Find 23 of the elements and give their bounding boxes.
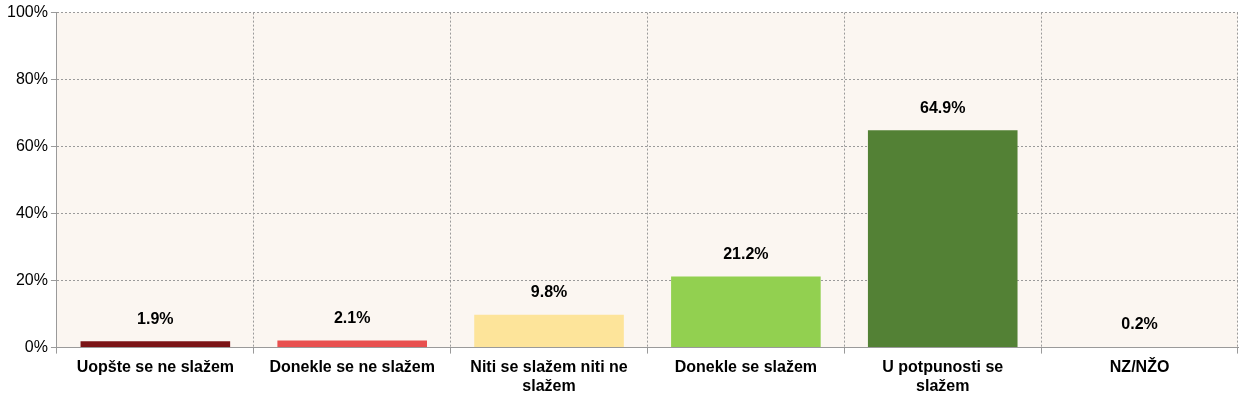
data-label: 0.2% xyxy=(1121,315,1158,333)
x-tick-label: Donekle se ne slažem xyxy=(269,357,435,375)
data-label: 21.2% xyxy=(723,244,769,262)
y-tick-label: 0% xyxy=(24,338,48,356)
bar xyxy=(80,341,231,348)
bar xyxy=(867,130,1018,348)
x-tick-label: U potpunosti se slažem xyxy=(882,357,1004,394)
y-tick-label: 100% xyxy=(7,3,48,21)
bar xyxy=(277,340,427,348)
x-tick-label: Donekle se slažem xyxy=(674,357,818,375)
data-label: 2.1% xyxy=(333,308,371,326)
y-tick-label: 40% xyxy=(15,204,48,222)
y-tick-label: 80% xyxy=(15,70,48,88)
x-tick-label: Niti se slažem niti ne slažem xyxy=(470,357,628,394)
x-tick-label: NZ/NŽO xyxy=(1109,356,1170,375)
data-label: 9.8% xyxy=(530,283,568,301)
bar xyxy=(474,314,624,348)
y-tick-label: 20% xyxy=(15,271,48,289)
data-label: 1.9% xyxy=(137,309,174,327)
data-label: 64.9% xyxy=(920,98,966,116)
y-tick-label: 60% xyxy=(15,137,48,155)
x-tick-label: Uopšte se ne slažem xyxy=(76,357,235,375)
bar xyxy=(671,276,821,348)
